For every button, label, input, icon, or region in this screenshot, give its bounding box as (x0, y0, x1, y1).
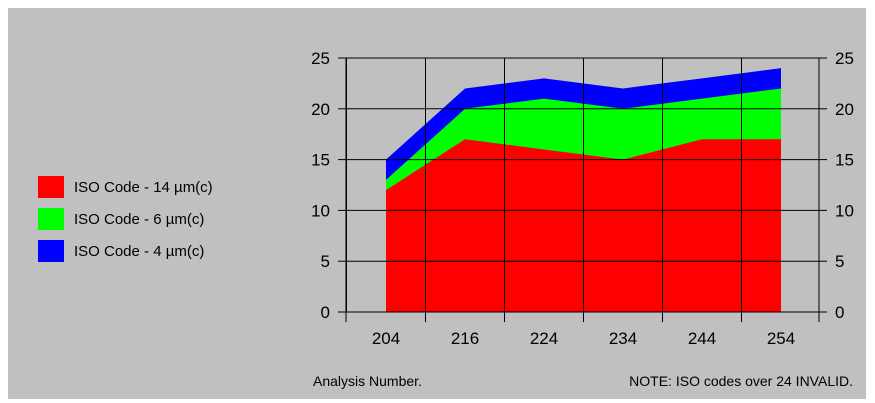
y-tick-label-right: 10 (835, 201, 854, 220)
y-tick-label-right: 20 (835, 100, 854, 119)
y-tick-label-left: 10 (311, 201, 330, 220)
x-tick-label: 244 (688, 329, 716, 348)
note-text: NOTE: ISO codes over 24 INVALID. (629, 373, 853, 389)
y-tick-label-left: 15 (311, 151, 330, 170)
legend-label: ISO Code - 14 µm(c) (74, 179, 213, 196)
chart-panel: 0 0 5 5 10 10 15 15 20 20 25 25 204 216 224 234 244 254 I… (8, 8, 866, 399)
legend-swatch (38, 176, 64, 198)
x-tick-label: 224 (530, 329, 558, 348)
x-tick-label: 234 (609, 329, 637, 348)
legend-label: ISO Code - 4 µm(c) (74, 243, 204, 260)
x-tick-label: 254 (767, 329, 795, 348)
x-axis-label: Analysis Number. (313, 373, 422, 389)
chart-legend: ISO Code - 14 µm(c) ISO Code - 6 µm(c) ISO… (38, 176, 213, 262)
y-tick-label-right: 5 (835, 252, 844, 271)
y-tick-label-right: 0 (835, 303, 844, 322)
y-tick-label-left: 25 (311, 49, 330, 68)
y-tick-label-left: 20 (311, 100, 330, 119)
x-tick-label: 216 (451, 329, 479, 348)
legend-swatch (38, 208, 64, 230)
chart-tick-labels: 0 0 5 5 10 10 15 15 20 20 25 25 204 216 224 234 244 254 (311, 49, 854, 348)
y-tick-label-right: 25 (835, 49, 854, 68)
y-tick-label-left: 5 (321, 252, 330, 271)
y-tick-label-left: 0 (321, 303, 330, 322)
legend-label: ISO Code - 6 µm(c) (74, 211, 204, 228)
y-tick-label-right: 15 (835, 151, 854, 170)
chart-axes (338, 57, 827, 322)
x-tick-label: 204 (372, 329, 400, 348)
legend-swatch (38, 240, 64, 262)
iso-area-chart: 0 0 5 5 10 10 15 15 20 20 25 25 204 216 224 234 244 254 I… (38, 49, 854, 389)
